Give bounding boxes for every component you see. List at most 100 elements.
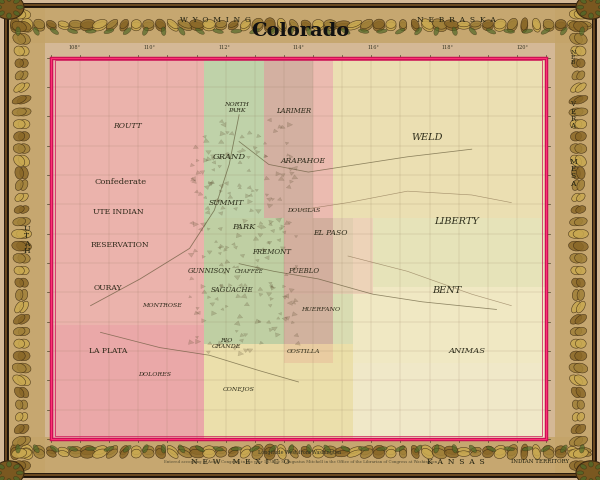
Ellipse shape [14,339,25,348]
Ellipse shape [14,266,25,275]
Ellipse shape [33,445,39,453]
Ellipse shape [203,446,215,455]
Ellipse shape [470,21,481,27]
Ellipse shape [13,375,26,385]
Ellipse shape [19,132,29,141]
Ellipse shape [131,22,141,31]
Text: UTE INDIAN: UTE INDIAN [92,208,143,216]
Ellipse shape [324,20,337,28]
Ellipse shape [301,23,311,30]
Ellipse shape [213,29,223,34]
Ellipse shape [572,193,580,202]
Ellipse shape [568,23,578,30]
Ellipse shape [574,33,587,44]
Text: LA PLATA: LA PLATA [89,348,127,355]
Ellipse shape [12,449,26,458]
Ellipse shape [143,20,154,28]
Ellipse shape [277,448,286,459]
Ellipse shape [572,180,580,191]
Ellipse shape [252,21,263,32]
Ellipse shape [555,449,566,458]
Ellipse shape [85,447,96,451]
Ellipse shape [486,446,496,452]
Ellipse shape [577,167,585,179]
Ellipse shape [571,387,581,398]
Ellipse shape [574,21,588,32]
Ellipse shape [20,412,28,421]
Text: NORTH
PARK: NORTH PARK [224,102,249,113]
Ellipse shape [241,22,250,31]
Ellipse shape [577,71,585,80]
Bar [373,218,546,287]
Ellipse shape [573,229,589,239]
Ellipse shape [131,20,141,28]
Text: 116°: 116° [367,46,379,50]
Ellipse shape [578,21,592,27]
Ellipse shape [33,27,39,35]
Ellipse shape [106,22,118,31]
Text: RESERVATION: RESERVATION [91,240,149,249]
Ellipse shape [14,424,24,434]
Ellipse shape [16,289,23,300]
Ellipse shape [155,445,166,455]
Ellipse shape [507,18,517,30]
Ellipse shape [578,24,592,29]
Ellipse shape [15,59,23,68]
Ellipse shape [434,27,439,36]
Ellipse shape [568,20,578,28]
Ellipse shape [19,387,29,398]
Ellipse shape [570,351,582,360]
Ellipse shape [482,20,493,28]
Ellipse shape [277,21,286,32]
Ellipse shape [580,27,584,36]
Ellipse shape [470,451,481,456]
Ellipse shape [70,20,82,28]
Ellipse shape [14,206,24,213]
Ellipse shape [482,446,493,455]
Ellipse shape [231,447,242,451]
Ellipse shape [569,461,583,470]
Ellipse shape [543,445,554,455]
Ellipse shape [415,445,422,453]
Ellipse shape [288,27,293,36]
Ellipse shape [486,28,496,34]
Ellipse shape [58,451,69,456]
Text: GUNNISON: GUNNISON [188,267,231,276]
Ellipse shape [47,21,56,27]
Text: OURAY: OURAY [94,285,122,292]
Ellipse shape [575,120,587,129]
Ellipse shape [432,19,446,29]
Ellipse shape [575,132,586,141]
Ellipse shape [34,449,45,458]
Ellipse shape [252,444,263,456]
Ellipse shape [361,445,373,455]
Ellipse shape [596,477,600,480]
Ellipse shape [14,301,24,313]
Bar [6,5,594,43]
Ellipse shape [290,449,298,458]
Ellipse shape [571,155,581,167]
Ellipse shape [575,266,586,275]
Ellipse shape [569,96,583,104]
Ellipse shape [229,23,238,30]
Ellipse shape [14,11,20,16]
Text: WELD: WELD [412,133,443,142]
Ellipse shape [341,28,350,34]
Ellipse shape [85,29,96,33]
Ellipse shape [596,0,600,3]
Ellipse shape [19,339,29,348]
Ellipse shape [335,23,350,30]
Ellipse shape [14,464,20,469]
Ellipse shape [569,449,583,458]
Ellipse shape [411,445,419,455]
Ellipse shape [20,278,28,287]
Text: HUERFANO: HUERFANO [301,307,340,312]
Ellipse shape [361,19,373,29]
Ellipse shape [7,13,11,19]
Text: Entered according to Act of Congress in the year 1874 by S. Augustus Mitchell in: Entered according to Act of Congress in … [163,460,437,464]
Ellipse shape [400,20,407,28]
Ellipse shape [560,27,567,35]
Text: Colorado: Colorado [251,22,349,40]
Bar [333,58,546,218]
Ellipse shape [13,10,26,19]
